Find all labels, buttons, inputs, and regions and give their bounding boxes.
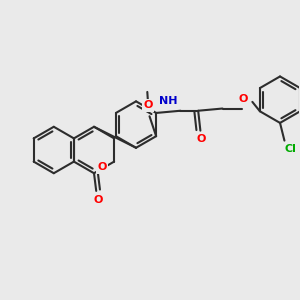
Text: O: O [144, 100, 153, 110]
Text: NH: NH [159, 96, 178, 106]
Text: O: O [197, 134, 206, 145]
Text: O: O [239, 94, 248, 103]
Text: O: O [94, 195, 103, 205]
Text: O: O [97, 162, 106, 172]
Text: Cl: Cl [284, 144, 296, 154]
